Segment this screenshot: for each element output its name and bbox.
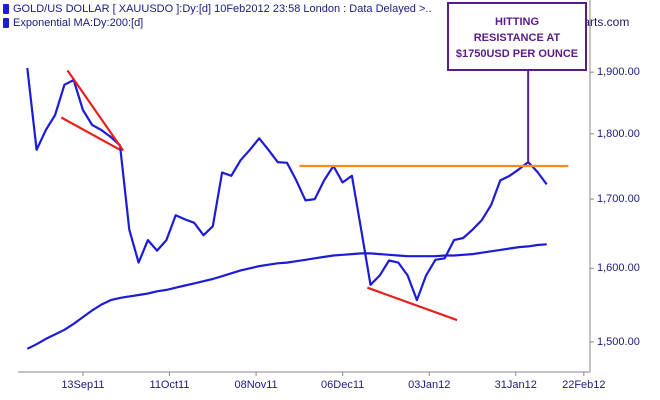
- trendline: [367, 286, 458, 322]
- legend-label: GOLD/US DOLLAR [ XAUUSDO ]:Dy:[d] 10Feb2…: [13, 3, 432, 15]
- legend-swatch: [3, 4, 9, 14]
- x-tick-label: 06Dec11: [321, 379, 364, 391]
- trendline: [66, 69, 125, 152]
- x-tick-label: 11Oct11: [150, 379, 190, 391]
- callout-text: RESISTANCE AT: [474, 32, 561, 44]
- x-tick-label: 08Nov11: [234, 379, 277, 391]
- x-tick-label: 13Sep11: [61, 379, 104, 391]
- y-tick-label: 1,700.00: [597, 193, 640, 205]
- y-tick-label: 1,500.00: [597, 336, 640, 348]
- x-tick-label: 03Jan12: [408, 379, 450, 391]
- legend-swatch: [3, 18, 9, 28]
- x-tick-label: 22Feb12: [562, 379, 605, 391]
- callout-text: $1750USD PER OUNCE: [456, 48, 578, 60]
- y-tick-label: 1,900.00: [597, 66, 640, 78]
- callout-text: HITTING: [495, 16, 539, 28]
- legend-label: Exponential MA:Dy:200:[d]: [13, 17, 143, 29]
- y-tick-label: 1,800.00: [597, 128, 640, 140]
- x-tick-label: 31Jan12: [495, 379, 537, 391]
- trendline: [60, 116, 121, 151]
- series-line: [26, 243, 547, 350]
- series-line: [26, 67, 548, 302]
- callout-box: [447, 2, 587, 71]
- y-tick-label: 1,600.00: [597, 262, 640, 274]
